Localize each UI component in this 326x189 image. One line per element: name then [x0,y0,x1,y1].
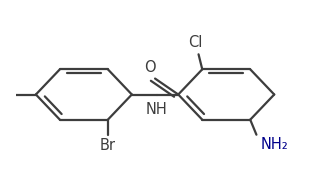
Text: NH₂: NH₂ [261,137,289,152]
Text: Cl: Cl [188,35,203,50]
Text: Br: Br [100,138,116,153]
Text: O: O [144,60,155,75]
Text: NH: NH [146,102,168,117]
